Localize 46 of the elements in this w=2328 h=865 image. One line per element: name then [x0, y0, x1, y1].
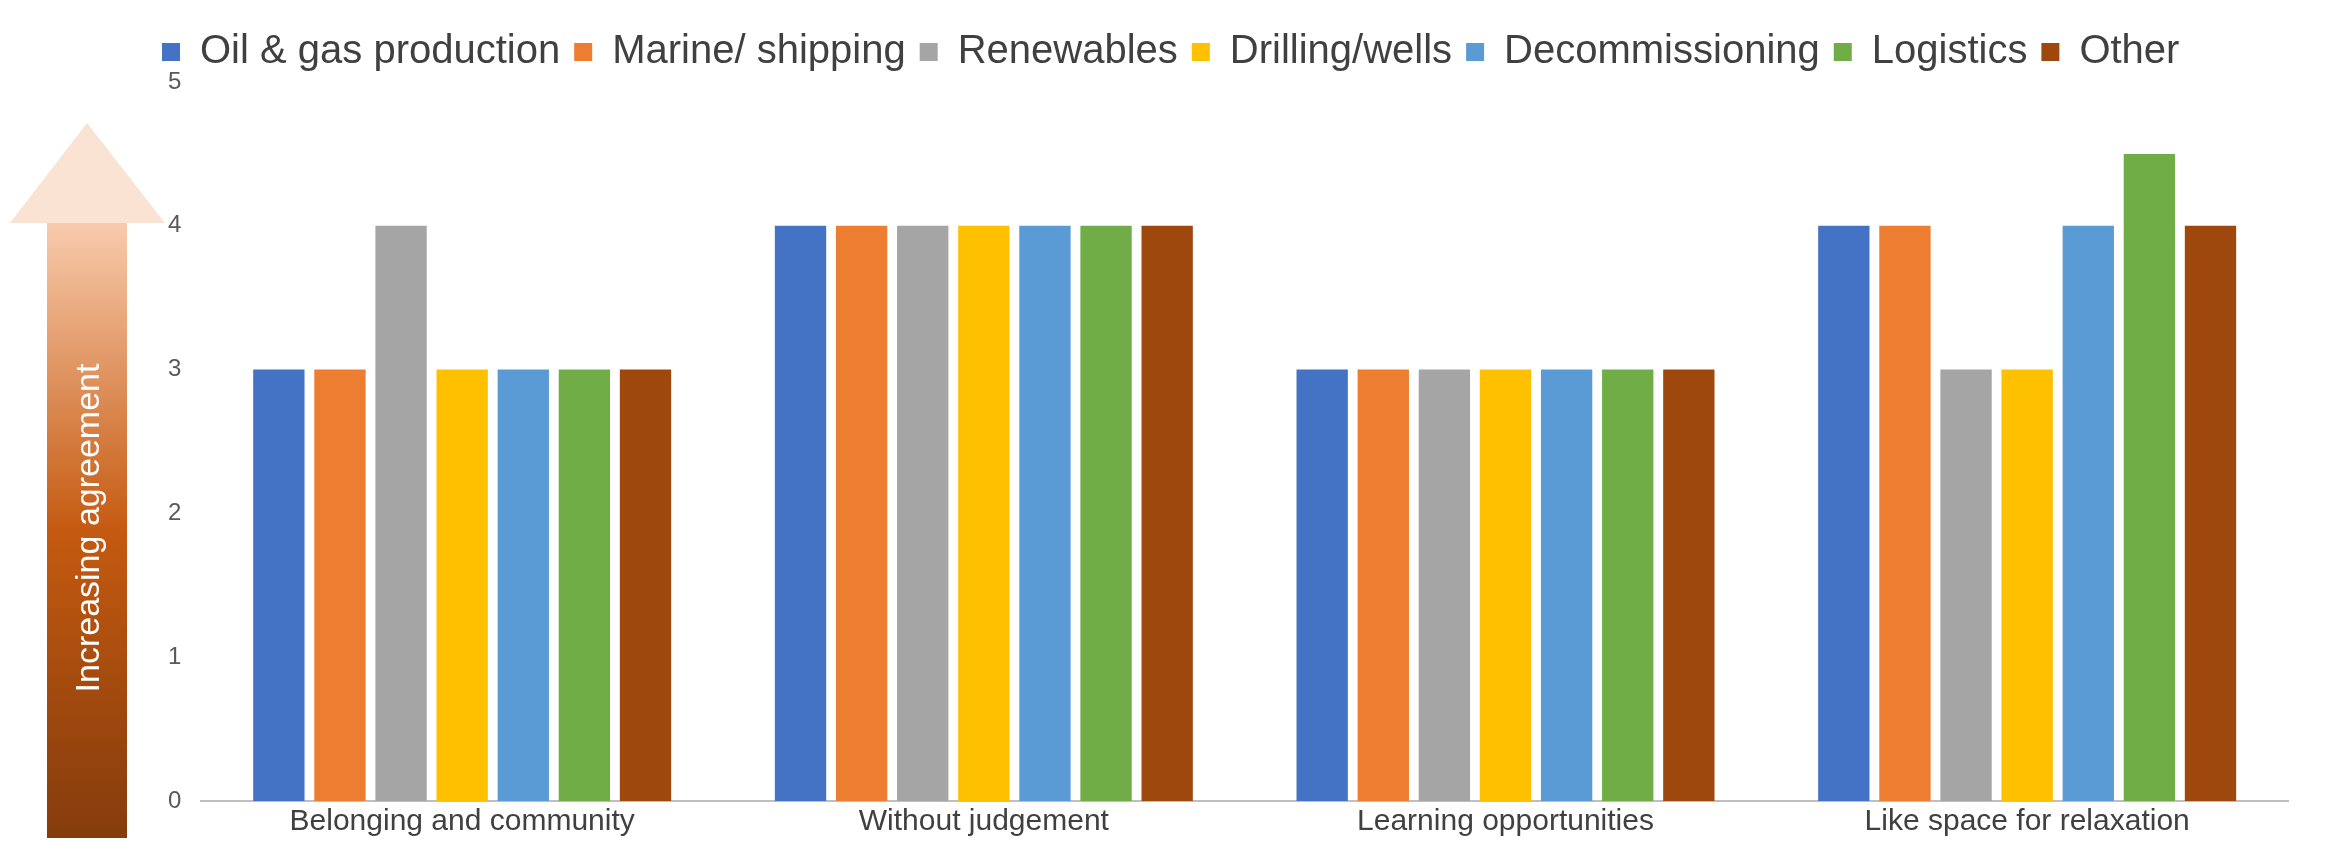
bar	[558, 369, 611, 801]
bar	[1296, 369, 1348, 801]
bar	[1663, 369, 1715, 801]
bar	[2062, 225, 2114, 801]
x-tick-label: Belonging and community	[289, 803, 635, 837]
bar	[2184, 225, 2237, 801]
bar	[619, 369, 672, 801]
bar	[497, 369, 549, 801]
x-tick-label: Without judgement	[858, 803, 1110, 837]
bar	[2123, 153, 2176, 801]
bar	[1080, 225, 1132, 801]
bar	[2001, 369, 2053, 801]
bar	[1479, 369, 1532, 801]
bar	[1418, 369, 1471, 801]
bar	[253, 369, 305, 801]
legend-label: Other	[2079, 27, 2180, 72]
bar	[835, 225, 888, 801]
bar	[1141, 225, 1193, 801]
bar	[436, 369, 488, 801]
legend-label: Decommissioning	[1504, 27, 1820, 72]
y-axis-title: Increasing agreement	[67, 363, 107, 693]
y-tick-label: 4	[167, 210, 182, 238]
y-tick-label: 1	[167, 641, 182, 669]
bar	[375, 225, 427, 801]
bar	[1357, 369, 1409, 801]
legend-label: Oil & gas production	[200, 27, 561, 72]
x-tick-label: Like space for relaxation	[1864, 803, 2190, 837]
bar	[1879, 225, 1931, 801]
bar	[1019, 225, 1071, 801]
y-tick-label: 3	[167, 354, 182, 382]
bar	[1602, 369, 1654, 801]
y-tick-label: 5	[167, 66, 182, 94]
bar	[1540, 369, 1593, 801]
bar	[1940, 369, 1992, 801]
x-tick-label: Learning opportunities	[1357, 803, 1654, 837]
bar	[958, 225, 1010, 801]
legend-label: Drilling/wells	[1229, 27, 1453, 72]
bar	[774, 225, 827, 801]
legend-label: Logistics	[1871, 27, 2028, 72]
y-tick-label: 0	[167, 785, 182, 813]
bar	[1818, 225, 1870, 801]
y-tick-label: 2	[167, 498, 182, 526]
legend-label: Marine/ shipping	[612, 27, 906, 72]
legend-label: Renewables	[957, 27, 1178, 72]
bar	[897, 225, 949, 801]
bar	[314, 369, 366, 801]
